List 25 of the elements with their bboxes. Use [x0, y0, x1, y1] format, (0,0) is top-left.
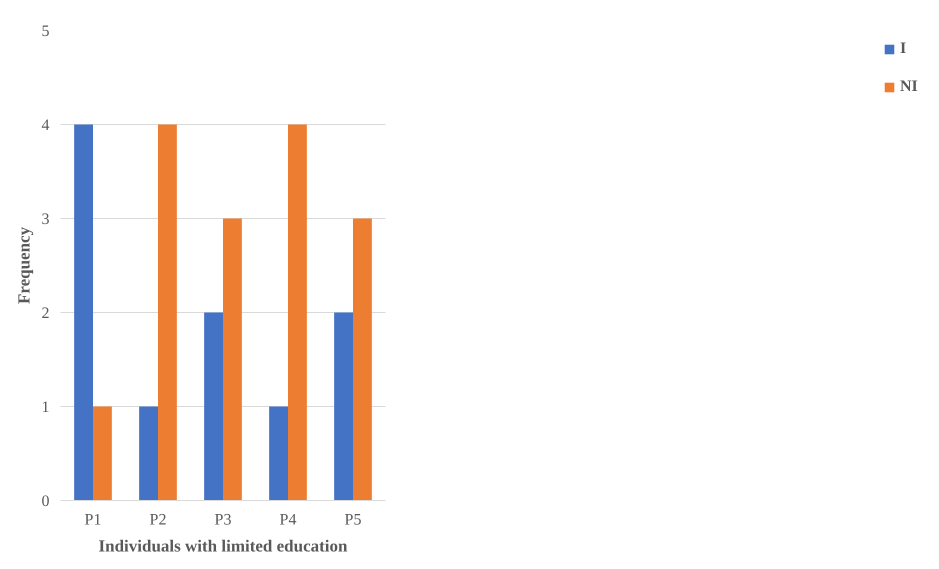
x-tick-label: P1	[84, 512, 102, 528]
x-tick-label: P3	[214, 512, 232, 528]
x-tick-label: P5	[344, 512, 362, 528]
y-tick-label: 4	[42, 117, 50, 134]
y-axis-title: Frequency	[14, 226, 34, 304]
bar	[204, 312, 223, 500]
legend-label: I	[900, 40, 908, 58]
bar	[269, 406, 288, 500]
bar	[334, 312, 353, 500]
bar	[288, 124, 307, 500]
bar	[223, 218, 242, 500]
bar	[158, 124, 177, 500]
x-axis-title: Individuals with limited education	[98, 536, 348, 556]
bar	[139, 406, 158, 500]
legend-label: NI	[900, 78, 919, 96]
bar	[353, 218, 372, 500]
y-tick-label: 2	[42, 305, 50, 322]
bar	[74, 124, 93, 500]
x-tick-label: P2	[150, 512, 166, 528]
x-tick-label: P4	[280, 512, 296, 528]
y-tick-label: 3	[42, 211, 50, 228]
y-tick-label: 1	[42, 399, 50, 416]
bar	[93, 406, 112, 500]
y-tick-label: 5	[42, 23, 50, 40]
y-tick-label: 0	[42, 493, 50, 510]
